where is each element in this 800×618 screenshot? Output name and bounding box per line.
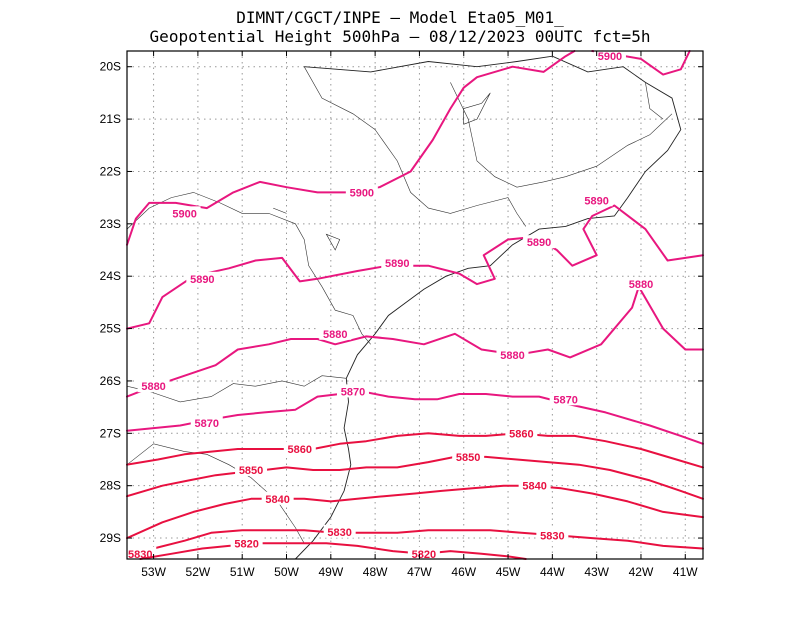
contour-label: 5860 bbox=[288, 444, 312, 456]
contour-label: 5820 bbox=[412, 549, 436, 561]
x-axis-ticks: 53W 52W 51W 50W 49W 48W 47W 46W 45W 44W 43W 42W 41W bbox=[141, 51, 698, 579]
contour-label-bg bbox=[536, 528, 569, 542]
x-tick-label: 44W bbox=[540, 565, 565, 579]
contour-label: 5870 bbox=[553, 394, 577, 406]
contour-label-bg bbox=[345, 185, 378, 199]
contour-label: 5900 bbox=[350, 187, 374, 199]
contour-label: 5880 bbox=[500, 350, 524, 362]
contour-label-bg bbox=[523, 235, 556, 249]
contour-label: 5900 bbox=[598, 51, 622, 63]
contour-label: 5890 bbox=[190, 274, 214, 286]
x-tick-label: 49W bbox=[318, 565, 343, 579]
contour-label-bg bbox=[496, 347, 529, 361]
contour-label-bg bbox=[381, 256, 414, 270]
contour-label-bg bbox=[505, 426, 538, 440]
contour-label-bg bbox=[319, 326, 352, 340]
contour-label-bg bbox=[190, 415, 223, 429]
x-tick-label: 45W bbox=[496, 565, 521, 579]
x-tick-label: 53W bbox=[141, 565, 166, 579]
contour-label: 5890 bbox=[527, 237, 551, 249]
reservoir-outline bbox=[273, 207, 287, 214]
contour-label: 5880 bbox=[323, 329, 347, 341]
x-tick-label: 47W bbox=[407, 565, 432, 579]
contour-label: 5830 bbox=[540, 530, 564, 542]
y-tick-label: 23S bbox=[100, 217, 121, 231]
contour-label-bg bbox=[407, 546, 440, 560]
state-border bbox=[450, 82, 673, 188]
geographic-boundaries bbox=[126, 55, 682, 560]
contour-line-5890 bbox=[126, 204, 704, 330]
contour-label: 5880 bbox=[629, 279, 653, 291]
contour-label: 5850 bbox=[456, 452, 480, 464]
contour-label-bg bbox=[452, 449, 485, 463]
y-tick-label: 20S bbox=[100, 60, 121, 74]
y-tick-label: 26S bbox=[100, 374, 121, 388]
contour-line-5880 bbox=[126, 285, 704, 398]
contour-label-bg bbox=[518, 478, 551, 492]
coastline bbox=[295, 55, 682, 560]
contour-label: 5830 bbox=[327, 527, 351, 539]
contour-label: 5820 bbox=[234, 538, 258, 550]
contour-label-bg bbox=[168, 206, 201, 220]
contour-label-bg bbox=[261, 491, 294, 505]
contour-label: 5860 bbox=[509, 428, 533, 440]
contour-line-5860 bbox=[126, 432, 704, 469]
y-tick-label: 21S bbox=[100, 112, 121, 126]
x-tick-label: 52W bbox=[186, 565, 211, 579]
contour-label-bg bbox=[549, 392, 582, 406]
contour-label: 5850 bbox=[239, 465, 263, 477]
contour-label-bg bbox=[124, 546, 157, 560]
contour-line-5850 bbox=[126, 455, 704, 500]
plot-frame bbox=[126, 50, 704, 560]
y-tick-label: 29S bbox=[100, 531, 121, 545]
x-tick-label: 41W bbox=[673, 565, 698, 579]
state-border bbox=[126, 375, 347, 403]
chart-title-line-2: Geopotential Height 500hPa – 08/12/2023 … bbox=[149, 27, 651, 46]
contour-line-5820 bbox=[139, 542, 527, 560]
contour-line-5840 bbox=[126, 484, 704, 540]
contour-label-bg bbox=[323, 524, 356, 538]
contour-label: 5900 bbox=[172, 208, 196, 220]
reservoir-outline bbox=[325, 233, 341, 251]
y-tick-label: 22S bbox=[100, 164, 121, 178]
x-tick-label: 51W bbox=[230, 565, 255, 579]
state-border bbox=[645, 82, 664, 120]
x-tick-label: 50W bbox=[274, 565, 299, 579]
contour-label: 5870 bbox=[195, 418, 219, 430]
x-tick-label: 43W bbox=[584, 565, 609, 579]
contour-label-bg bbox=[336, 384, 369, 398]
contour-label: 5880 bbox=[141, 381, 165, 393]
contour-label-bg bbox=[283, 442, 316, 456]
y-axis-ticks: 20S 21S 22S 23S 24S 25S 26S 27S 28S 29S bbox=[100, 60, 703, 545]
contour-label-bg bbox=[186, 271, 219, 285]
contour-label: 5890 bbox=[385, 258, 409, 270]
chart-title-line-1: DIMNT/CGCT/INPE – Model Eta05_M01_ bbox=[236, 8, 564, 27]
state-border bbox=[126, 192, 371, 345]
contour-label-bg bbox=[624, 277, 657, 291]
x-tick-label: 46W bbox=[451, 565, 476, 579]
y-tick-label: 27S bbox=[100, 426, 121, 440]
contour-label: 5890 bbox=[584, 195, 608, 207]
x-tick-label: 48W bbox=[363, 565, 388, 579]
state-border bbox=[126, 443, 305, 544]
contour-label-bg bbox=[230, 536, 263, 550]
contour-label: 5840 bbox=[265, 494, 289, 506]
contour-label-bg bbox=[137, 379, 170, 393]
state-border bbox=[303, 66, 527, 227]
contour-label: 5870 bbox=[341, 386, 365, 398]
y-tick-label: 25S bbox=[100, 322, 121, 336]
contour-label-bg bbox=[580, 193, 613, 207]
contour-lines: 5900 5900 5900 5890 5890 5890 5890 5880 5880 5880… bbox=[124, 49, 704, 561]
contour-label-bg bbox=[593, 49, 626, 63]
contour-line-5830 bbox=[126, 529, 704, 558]
y-tick-label: 28S bbox=[100, 479, 121, 493]
reservoir-outline bbox=[463, 92, 491, 125]
x-tick-label: 42W bbox=[629, 565, 654, 579]
y-tick-label: 24S bbox=[100, 269, 121, 283]
contour-label-bg bbox=[235, 462, 268, 476]
grid-lines bbox=[127, 51, 703, 559]
contour-label: 5840 bbox=[522, 481, 546, 493]
